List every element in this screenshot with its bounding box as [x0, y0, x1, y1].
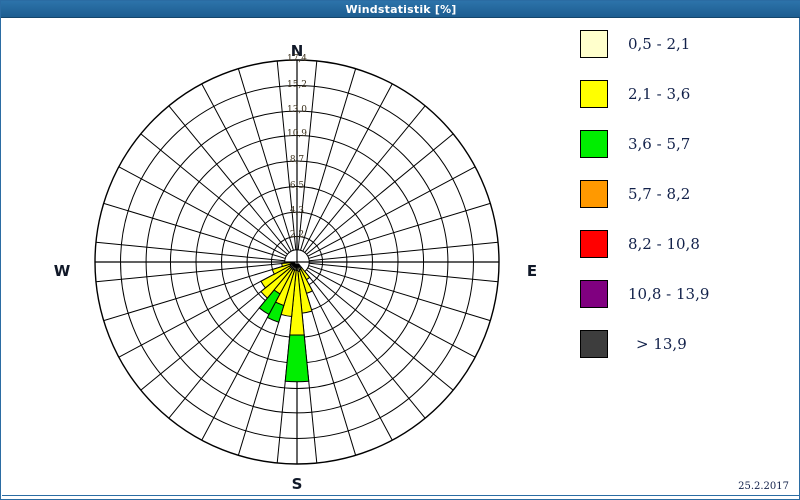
legend-item-label: 3,6 - 5,7: [628, 135, 691, 153]
legend-item-label: 2,1 - 3,6: [628, 85, 691, 103]
grid-spoke: [95, 262, 285, 283]
grid-spoke: [309, 262, 499, 283]
wind-rose-svg: [94, 59, 500, 465]
legend-color-swatch: [580, 330, 608, 358]
legend-item-label: 8,2 - 10,8: [628, 235, 700, 253]
compass-label-south: S: [291, 475, 303, 493]
legend-item[interactable]: 8,2 - 10,8: [580, 227, 700, 261]
legend-color-swatch: [580, 180, 608, 208]
wind-rose-segment: [258, 289, 281, 316]
grid-spoke: [304, 271, 426, 419]
legend-color-swatch: [580, 80, 608, 108]
grid-spoke: [306, 133, 454, 255]
grid-spoke: [168, 105, 290, 253]
legend-color-swatch: [580, 230, 608, 258]
radial-tick-label: 13,0: [286, 105, 308, 116]
footer-divider: [2, 495, 799, 496]
legend-item-label: 0,5 - 2,1: [628, 35, 691, 53]
window-title: Windstatistik [%]: [345, 2, 457, 16]
radial-tick-label: 15,2: [286, 79, 308, 90]
grid-spoke: [297, 60, 318, 250]
grid-spoke: [118, 166, 287, 257]
grid-spoke: [309, 241, 499, 262]
grid-spoke: [95, 241, 285, 262]
legend-item-label: > 13,9: [636, 335, 687, 353]
window-content: N S W E 2,2 4,3 6,5 8,7 10,9 13,0 15,2 17,4 0,5…: [2, 19, 799, 498]
grid-spoke: [276, 60, 297, 250]
legend-item-label: 5,7 - 8,2: [628, 185, 691, 203]
grid-spoke: [306, 269, 454, 391]
radial-tick-label: 8,7: [289, 155, 305, 165]
legend-color-swatch: [580, 130, 608, 158]
grid-spoke: [307, 267, 476, 358]
radial-tick-label: 2,2: [289, 230, 305, 241]
compass-label-west: W: [53, 262, 71, 280]
grid-spoke: [103, 265, 286, 322]
polar-grid: [94, 59, 500, 465]
grid-spoke: [304, 105, 426, 253]
legend-item[interactable]: 5,7 - 8,2: [580, 177, 690, 211]
legend-item[interactable]: > 13,9: [580, 327, 687, 361]
legend-item[interactable]: 3,6 - 5,7: [580, 127, 690, 161]
grid-spoke: [308, 265, 491, 322]
radial-tick-label: 4,3: [289, 206, 305, 217]
grid-spoke: [300, 68, 357, 251]
legend-item[interactable]: 10,8 - 13,9: [580, 277, 709, 311]
legend-item-label: 10,8 - 13,9: [628, 285, 710, 303]
legend-color-swatch: [580, 30, 608, 58]
grid-spoke: [307, 166, 476, 257]
wind-rose-chart: N S W E 2,2 4,3 6,5 8,7 10,9 13,0 15,2 17,4: [2, 19, 562, 498]
grid-spoke: [140, 133, 288, 255]
grid-spoke: [201, 83, 292, 252]
wind-rose-segment: [284, 334, 310, 383]
grid-spoke: [308, 202, 491, 259]
legend-color-swatch: [580, 280, 608, 308]
compass-label-east: E: [526, 262, 538, 280]
grid-spoke: [302, 272, 393, 441]
grid-spoke: [103, 202, 286, 259]
wind-rose-segment: [271, 263, 292, 275]
window-titlebar: Windstatistik [%]: [1, 1, 800, 18]
compass-label-north: N: [290, 42, 304, 60]
wind-rose-segment: [281, 262, 292, 268]
radial-tick-label: 10,9: [286, 129, 308, 140]
grid-spoke: [118, 267, 287, 358]
radial-tick-label: 17,4: [286, 54, 308, 64]
legend-item[interactable]: 0,5 - 2,1: [580, 27, 690, 61]
grid-spoke: [237, 68, 294, 251]
legend: 0,5 - 2,1 2,1 - 3,6 3,6 - 5,7 5,7 - 8,2 8,2 …: [580, 27, 790, 407]
date-stamp: 25.2.2017: [738, 481, 789, 492]
wind-rose-petals: [258, 261, 314, 383]
legend-item[interactable]: 2,1 - 3,6: [580, 77, 690, 111]
grid-spoke: [302, 83, 393, 252]
radial-tick-label: 6,5: [289, 180, 305, 191]
